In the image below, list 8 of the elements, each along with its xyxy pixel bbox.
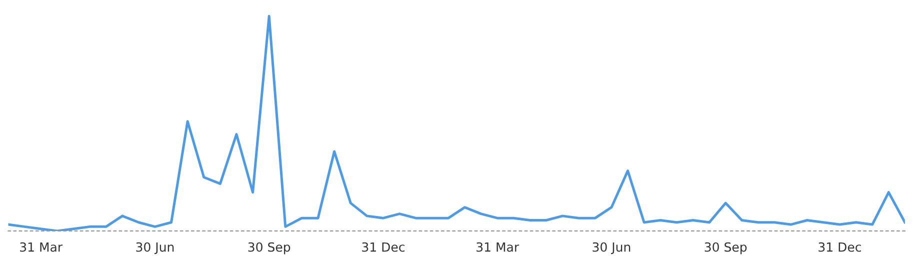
x-tick-label: 30 Jun	[592, 242, 630, 254]
x-tick-label: 31 Dec	[818, 242, 861, 252]
x-tick-label: 30 Sep	[248, 242, 290, 254]
x-tick-label: 31 Mar	[476, 242, 520, 252]
x-tick-label: 30 Sep	[704, 242, 747, 254]
x-tick-label: 31 Mar	[20, 242, 63, 252]
x-tick-label: 30 Jun	[136, 242, 174, 254]
x-tick-label: 31 Dec	[362, 242, 404, 252]
